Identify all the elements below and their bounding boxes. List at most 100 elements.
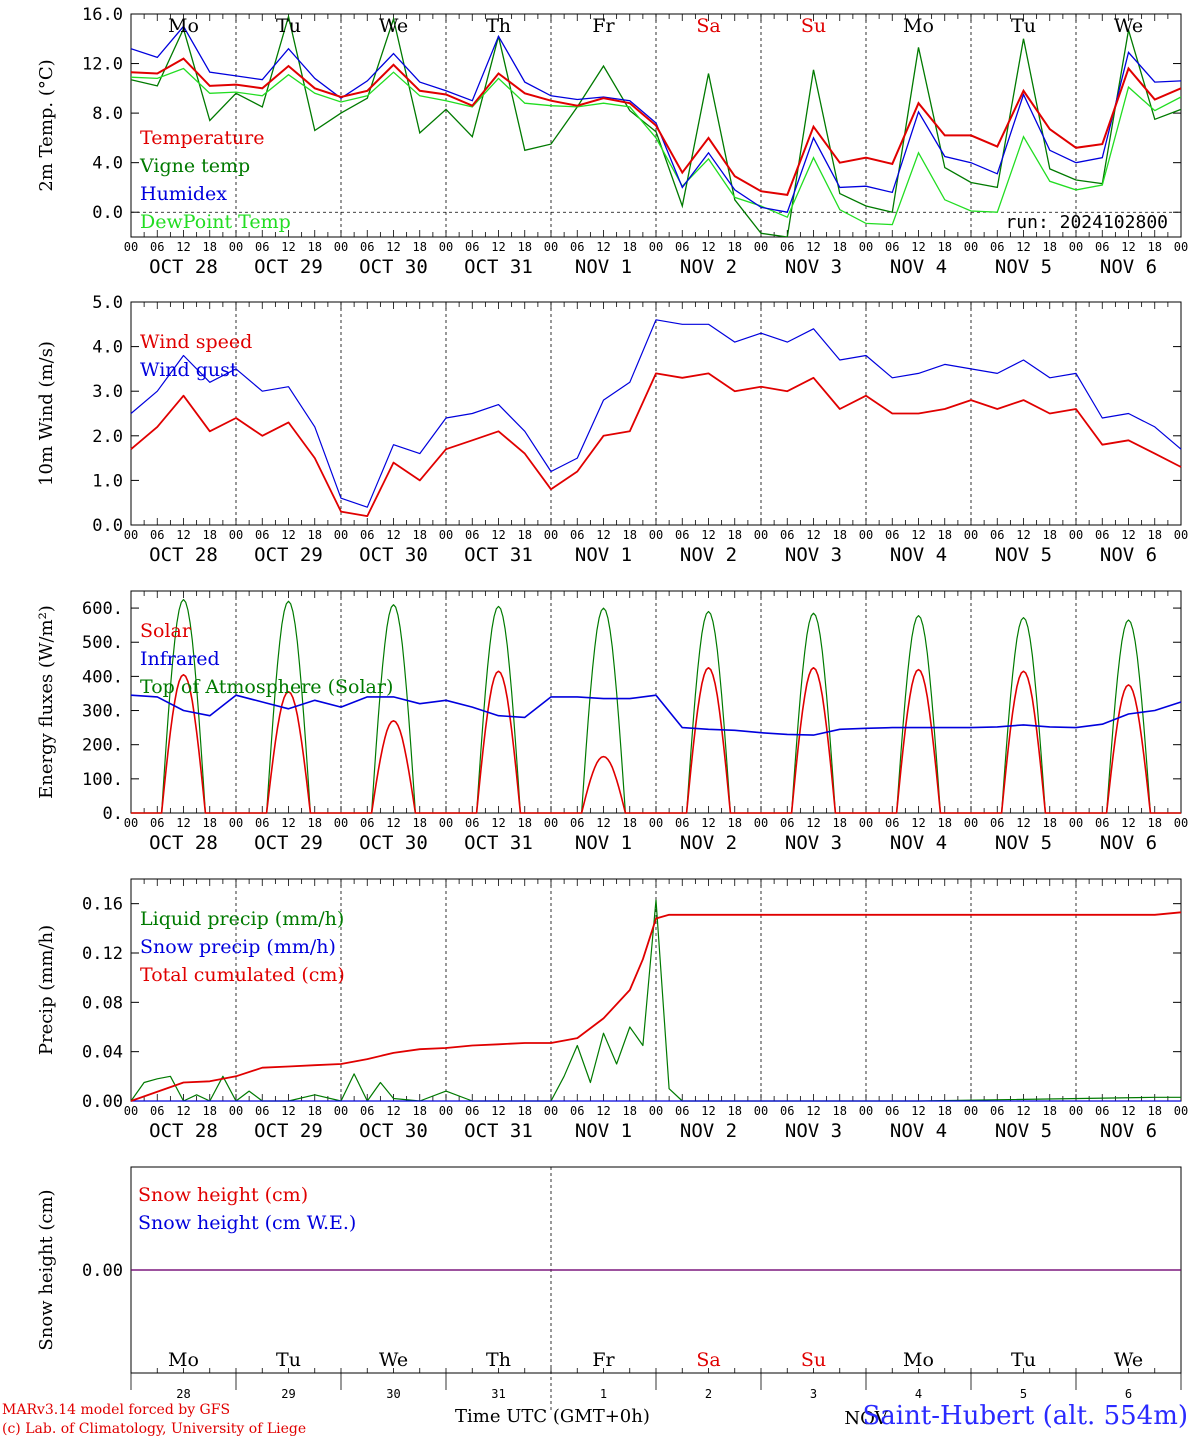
hour-tick-label: 00 (229, 1104, 243, 1118)
hour-tick-label: 12 (281, 240, 295, 254)
hour-tick-label: 18 (938, 1104, 952, 1118)
y-tick-label: 0. (103, 804, 123, 824)
hour-tick-label: 12 (911, 528, 925, 542)
date-label: NOV 5 (995, 1120, 1052, 1142)
y-tick-label: 0.00 (82, 1092, 123, 1112)
hour-tick-label: 18 (413, 816, 427, 830)
series-total-cumulated-cm- (130, 911, 1182, 1102)
hour-tick-label: 12 (911, 1104, 925, 1118)
hour-tick-label: 06 (1095, 816, 1109, 830)
y-tick-label: 100. (82, 770, 123, 790)
hour-tick-label: 12 (806, 528, 820, 542)
date-label: NOV 3 (785, 832, 842, 854)
hour-tick-label: 18 (938, 816, 952, 830)
hour-tick-label: 12 (176, 528, 190, 542)
y-tick-label: 0.16 (82, 895, 123, 915)
date-label: NOV 5 (995, 256, 1052, 278)
hour-tick-label: 00 (544, 528, 558, 542)
hour-tick-label: 06 (780, 816, 794, 830)
weekday-label: We (379, 15, 408, 37)
hour-tick-label: 00 (544, 1104, 558, 1118)
date-label: OCT 29 (254, 544, 323, 566)
date-label: NOV 3 (785, 544, 842, 566)
hour-tick-label: 06 (255, 240, 269, 254)
day-number-label: 5 (1020, 1387, 1027, 1401)
date-label: NOV 3 (785, 1120, 842, 1142)
hour-tick-label: 00 (439, 1104, 453, 1118)
hour-tick-label: 18 (413, 240, 427, 254)
y-axis-title: 2m Temp. (°C) (36, 59, 57, 191)
hour-tick-label: 18 (308, 528, 322, 542)
hour-tick-label: 18 (728, 1104, 742, 1118)
hour-tick-label: 06 (780, 528, 794, 542)
hour-tick-label: 06 (675, 1104, 689, 1118)
weekday-label: Th (486, 1349, 511, 1371)
legend-entry: Infrared (140, 648, 220, 670)
y-tick-label: 2.0 (92, 427, 123, 447)
y-tick-label: 200. (82, 736, 123, 756)
hour-tick-label: 00 (964, 1104, 978, 1118)
hour-tick-label: 00 (649, 816, 663, 830)
date-label: NOV 1 (575, 544, 632, 566)
day-number-label: 4 (915, 1387, 922, 1401)
hour-tick-label: 12 (701, 816, 715, 830)
hour-tick-label: 06 (150, 816, 164, 830)
day-number-label: 31 (491, 1387, 505, 1401)
date-label: NOV 2 (680, 256, 737, 278)
hour-tick-label: 00 (334, 240, 348, 254)
hour-tick-label: 06 (675, 240, 689, 254)
hour-tick-label: 06 (255, 816, 269, 830)
hour-tick-label: 00 (124, 240, 138, 254)
hour-tick-label: 12 (596, 1104, 610, 1118)
hour-tick-label: 12 (911, 816, 925, 830)
hour-tick-label: 18 (203, 528, 217, 542)
hour-tick-label: 00 (964, 816, 978, 830)
hour-tick-label: 06 (255, 528, 269, 542)
date-label: NOV 1 (575, 832, 632, 854)
hour-tick-label: 06 (360, 816, 374, 830)
date-label: NOV 6 (1100, 544, 1157, 566)
hour-tick-label: 12 (911, 240, 925, 254)
hour-tick-label: 12 (596, 528, 610, 542)
hour-tick-label: 12 (386, 528, 400, 542)
legend-entry: Total cumulated (cm) (140, 964, 345, 986)
date-label: NOV 5 (995, 832, 1052, 854)
hour-tick-label: 12 (176, 816, 190, 830)
date-label: NOV 6 (1100, 256, 1157, 278)
hour-tick-label: 00 (1069, 240, 1083, 254)
month-label: NOV (844, 1408, 888, 1429)
legend-entry: Wind speed (140, 331, 252, 353)
day-number-label: 2 (705, 1387, 712, 1401)
y-tick-label: 3.0 (92, 382, 123, 402)
legend-entry: Top of Atmosphere (Solar) (140, 676, 393, 698)
hour-tick-label: 12 (491, 816, 505, 830)
y-tick-label: 600. (82, 599, 123, 619)
weekday-label: Tu (276, 1349, 301, 1371)
hour-tick-label: 18 (728, 528, 742, 542)
legend-entry: Temperature (140, 127, 264, 149)
lab-credit: (c) Lab. of Climatology, University of L… (2, 1421, 307, 1437)
hour-tick-label: 00 (964, 528, 978, 542)
hour-tick-label: 06 (570, 816, 584, 830)
hour-tick-label: 12 (701, 528, 715, 542)
hour-tick-label: 00 (229, 816, 243, 830)
hour-tick-label: 18 (623, 1104, 637, 1118)
date-label: OCT 28 (149, 256, 218, 278)
y-tick-label: 16.0 (82, 5, 123, 25)
hour-tick-label: 00 (754, 816, 768, 830)
y-tick-label: 0.0 (92, 516, 123, 536)
hour-tick-label: 06 (675, 816, 689, 830)
y-tick-label: 12.0 (82, 55, 123, 75)
hour-tick-label: 06 (570, 528, 584, 542)
weekday-label: Sa (696, 1349, 720, 1371)
date-label: OCT 31 (464, 544, 533, 566)
hour-tick-label: 18 (413, 528, 427, 542)
date-label: OCT 30 (359, 832, 428, 854)
hour-tick-label: 00 (124, 816, 138, 830)
y-tick-label: 4.0 (92, 154, 123, 174)
hour-tick-label: 18 (308, 240, 322, 254)
series-solar (131, 666, 1181, 814)
hour-tick-label: 06 (990, 816, 1004, 830)
hour-tick-label: 00 (544, 816, 558, 830)
hour-tick-label: 06 (360, 1104, 374, 1118)
